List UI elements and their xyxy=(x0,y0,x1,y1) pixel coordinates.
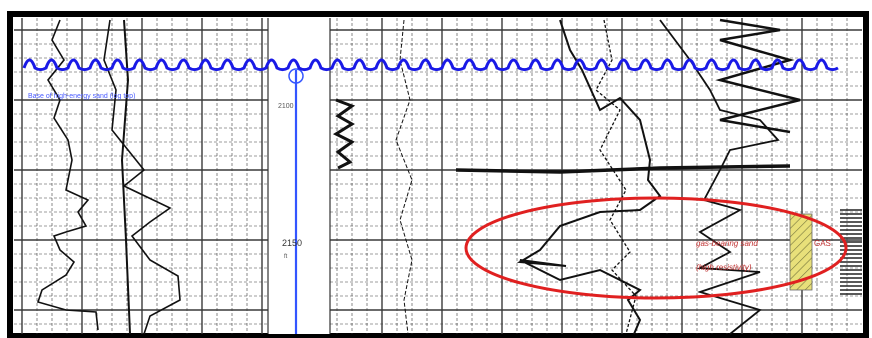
depth-track xyxy=(268,18,330,334)
track1-trace-c xyxy=(120,19,131,335)
depth-label-unit: ft xyxy=(284,254,288,260)
track3-spike xyxy=(455,164,791,174)
outer-frame xyxy=(7,11,869,338)
depth-label-top: 2100 xyxy=(278,103,294,110)
track3-trace-b xyxy=(595,19,637,335)
blue-annotation: Base of high-energy sand (log top) xyxy=(28,93,135,100)
hatched-zone xyxy=(789,213,813,291)
highlight-ellipse xyxy=(464,196,848,300)
track2-trace-dashed xyxy=(395,19,413,335)
track3-trace-a xyxy=(516,19,662,335)
right-flag-label: GAS xyxy=(814,239,831,248)
track4-trace-b xyxy=(715,18,801,134)
wavy-horizon-line xyxy=(22,58,839,72)
depth-label-mid: 2150 xyxy=(282,238,302,248)
red-annotation-line2: (high resistivity) xyxy=(696,263,752,272)
depth-indicator-marker xyxy=(288,68,304,84)
red-annotation-line1: gas-bearing sand xyxy=(696,239,758,248)
track1-trace-a xyxy=(36,19,99,331)
log-grid xyxy=(14,18,862,334)
track1-trace-b xyxy=(103,19,181,335)
track2-wiggle xyxy=(332,98,356,170)
